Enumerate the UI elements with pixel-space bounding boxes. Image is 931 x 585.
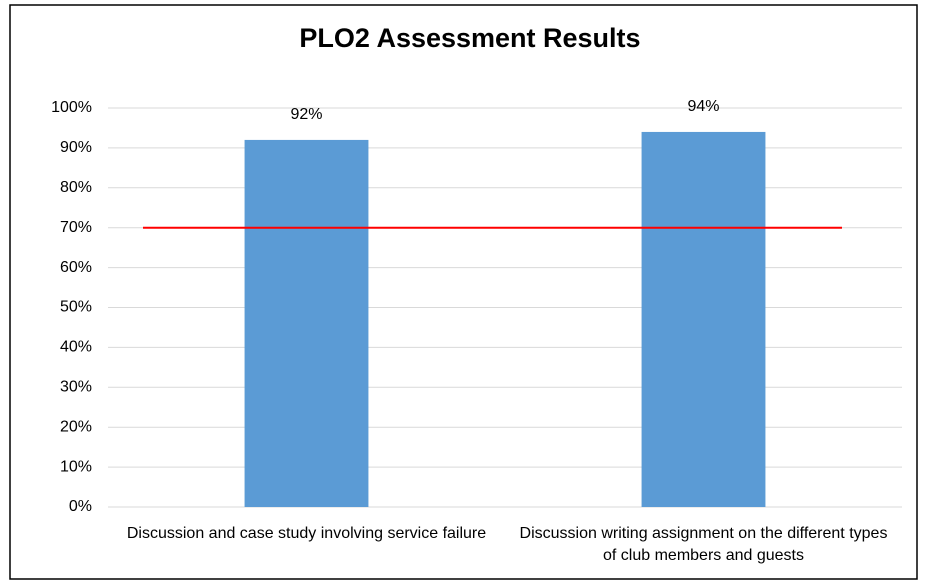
bar (244, 139, 369, 508)
y-tick-label: 70% (60, 219, 92, 236)
y-tick-label: 100% (51, 99, 92, 116)
value-label: 92% (290, 106, 322, 123)
y-tick-label: 90% (60, 139, 92, 156)
y-tick-label: 0% (69, 498, 92, 515)
y-tick-label: 10% (60, 458, 92, 475)
y-tick-label: 80% (60, 179, 92, 196)
y-tick-label: 60% (60, 259, 92, 276)
bar (641, 131, 766, 507)
value-label: 94% (687, 98, 719, 115)
x-tick-label: Discussion and case study involving serv… (126, 525, 487, 542)
y-tick-label: 20% (60, 418, 92, 435)
x-tick-label: Discussion writing assignment on the dif… (519, 525, 888, 564)
chart-title: PLO2 Assessment Results (299, 23, 640, 53)
y-tick-label: 30% (60, 379, 92, 396)
chart-border (9, 4, 918, 580)
y-tick-label: 40% (60, 339, 92, 356)
y-tick-label: 50% (60, 299, 92, 316)
